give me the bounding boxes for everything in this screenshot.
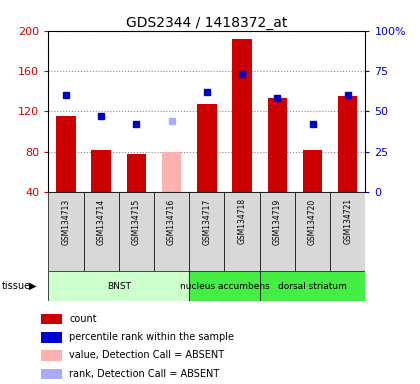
Text: BNST: BNST [107,281,131,291]
Bar [92,150,111,192]
Text: GSM134714: GSM134714 [97,198,106,245]
Text: GSM134720: GSM134720 [308,198,317,245]
Text: GSM134715: GSM134715 [132,198,141,245]
Text: GSM134713: GSM134713 [61,198,71,245]
Bar [189,192,224,271]
Bar [295,192,330,271]
Bar [260,271,365,301]
Text: GSM134721: GSM134721 [343,198,352,245]
Bar [48,192,84,271]
Bar [260,192,295,271]
Bar [154,192,189,271]
Text: GSM134718: GSM134718 [238,198,247,245]
Text: value, Detection Call = ABSENT: value, Detection Call = ABSENT [69,351,224,361]
Text: percentile rank within the sample: percentile rank within the sample [69,333,234,343]
Title: GDS2344 / 1418372_at: GDS2344 / 1418372_at [126,16,288,30]
Bar [189,271,260,301]
Text: GSM134717: GSM134717 [202,198,211,245]
Bar [162,152,181,192]
Bar [56,116,76,192]
Bar [127,154,146,192]
Bar [84,192,119,271]
Bar [42,332,62,343]
Text: ▶: ▶ [29,281,36,291]
Bar [42,350,62,361]
Bar [303,150,322,192]
Bar [268,98,287,192]
Text: tissue: tissue [2,281,31,291]
Bar [42,369,62,379]
Bar [42,313,62,324]
Bar [197,104,217,192]
Bar [119,192,154,271]
Text: rank, Detection Call = ABSENT: rank, Detection Call = ABSENT [69,369,220,379]
Text: count: count [69,314,97,324]
Bar [48,271,189,301]
Text: GSM134716: GSM134716 [167,198,176,245]
Text: nucleus accumbens: nucleus accumbens [180,281,269,291]
Bar [232,39,252,192]
Text: dorsal striatum: dorsal striatum [278,281,347,291]
Bar [330,192,365,271]
Text: GSM134719: GSM134719 [273,198,282,245]
Bar [338,96,357,192]
Bar [224,192,260,271]
